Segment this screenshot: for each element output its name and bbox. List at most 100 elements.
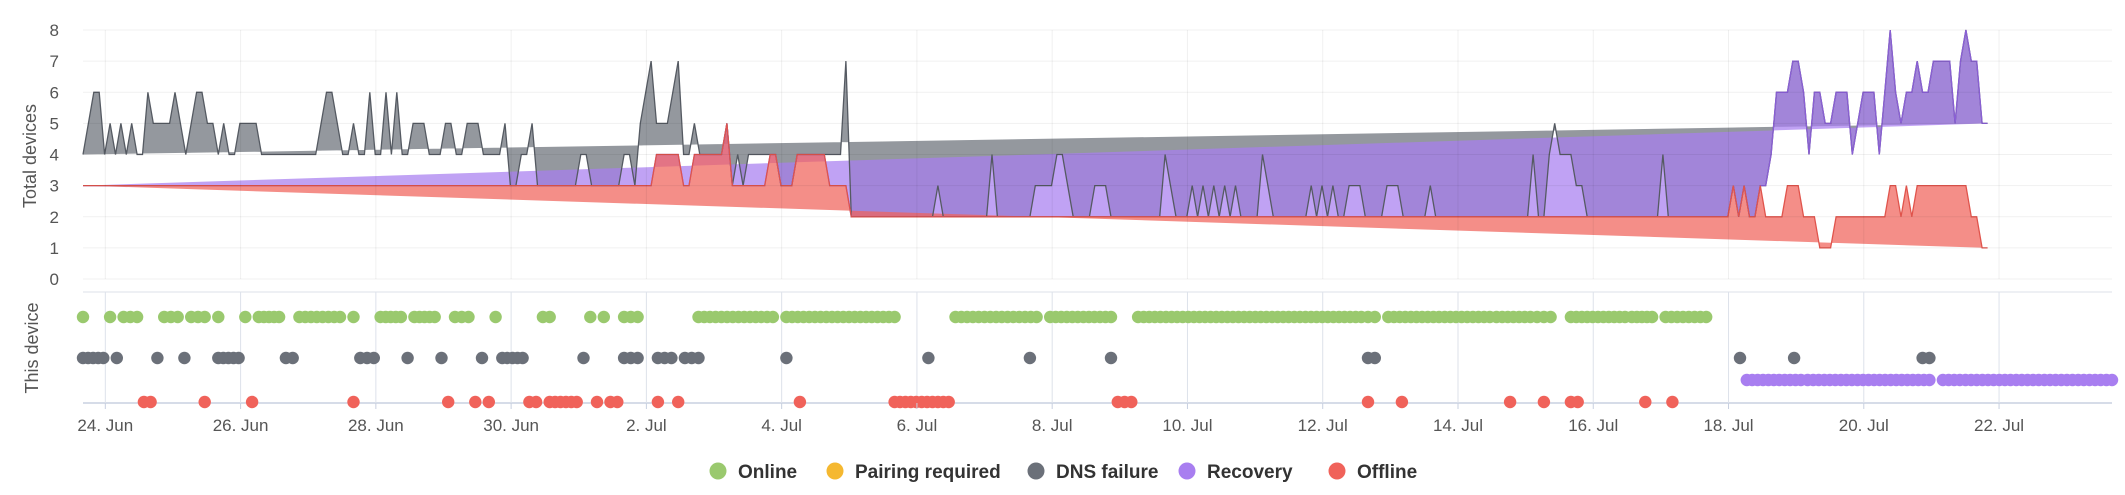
recovery-state-dot (2105, 373, 2119, 387)
x-tick-label: 28. Jun (348, 416, 404, 435)
legend-item-pairing: Pairing required (826, 462, 1001, 483)
y-tick-label: 4 (50, 146, 59, 165)
dns-state-dot (475, 351, 489, 365)
dns-state-dot (151, 351, 164, 365)
dns-state-dot (631, 351, 644, 365)
offline-state-dot (570, 395, 583, 409)
offline-state-dot (672, 395, 685, 409)
online-legend-label: Online (738, 462, 797, 483)
offline-state-dot (651, 395, 665, 409)
offline-state-dot (942, 395, 955, 409)
online-state-dot (1544, 310, 1557, 324)
online-state-dot (103, 310, 117, 324)
y-tick-label: 2 (50, 208, 59, 227)
x-tick-label: 14. Jul (1433, 416, 1483, 435)
offline-state-dot (1571, 395, 1584, 409)
dns-state-dot (1104, 351, 1118, 365)
dns-state-dot (516, 351, 529, 365)
online-state-dot (1700, 310, 1713, 324)
legend-item-offline: Offline (1328, 462, 1417, 483)
x-tick-label: 18. Jul (1703, 416, 1753, 435)
online-state-dot (543, 310, 556, 324)
online-state-dot (130, 310, 144, 324)
online-state-dot (631, 310, 644, 324)
online-state-dot (1645, 310, 1659, 324)
x-tick-label: 30. Jun (483, 416, 539, 435)
online-state-dot (766, 310, 780, 324)
x-axis: 24. Jun 26. Jun 28. Jun 30. Jun 2. Jul 4. Jul… (77, 403, 2024, 435)
online-state-dot (888, 310, 901, 324)
online-legend-marker (709, 462, 727, 480)
bottom-chart-gridlines (83, 291, 2112, 404)
top-chart-areas (82, 29, 2112, 280)
online-state-dot (333, 310, 347, 324)
offline-state-dot (144, 395, 157, 409)
online-state-dot (212, 310, 225, 324)
bottom-chart-y-axis-title: This device (22, 302, 42, 393)
x-tick-label: 20. Jul (1839, 416, 1889, 435)
dns-state-dot (1733, 351, 1747, 365)
x-tick-label: 12. Jul (1298, 416, 1348, 435)
offline-state-dot (469, 395, 482, 409)
x-tick-label: 6. Jul (897, 416, 938, 435)
offline-state-dot (482, 395, 495, 409)
top-chart-y-axis: 0 1 2 3 4 5 6 7 8 (50, 21, 59, 289)
x-tick-label: 16. Jul (1568, 416, 1618, 435)
dns-state-dot (665, 351, 678, 365)
offline-state-dot (1537, 395, 1551, 409)
dns-state-dot (367, 351, 380, 365)
pairing-legend-label: Pairing required (855, 462, 1001, 483)
offline-state-dot (1503, 395, 1517, 409)
legend-item-online: Online (709, 462, 797, 483)
dns-state-dot (232, 351, 245, 365)
dns-state-dot (780, 351, 793, 365)
offline-line (83, 123, 1988, 249)
dns-state-dot (97, 351, 110, 365)
dns-state-dot (286, 351, 299, 365)
legend-item-dns: DNS failure (1027, 462, 1158, 483)
recovery-area (83, 30, 1988, 217)
dns-state-dot (1368, 351, 1382, 365)
x-tick-label: 24. Jun (77, 416, 133, 435)
dns-state-dot (435, 351, 448, 365)
online-state-dot (597, 310, 610, 324)
offline-state-dot (347, 395, 360, 409)
dns-legend-label: DNS failure (1056, 462, 1158, 483)
recovery-state-dot (1923, 373, 1936, 387)
x-tick-label: 2. Jul (626, 416, 667, 435)
online-state-dot (239, 310, 252, 324)
y-tick-label: 5 (50, 114, 59, 133)
dns-state-dot (577, 351, 590, 365)
offline-legend-label: Offline (1357, 462, 1417, 483)
online-state-dot (1030, 310, 1043, 324)
offline-state-dot (198, 395, 211, 409)
offline-legend-marker (1328, 462, 1346, 480)
online-state-dot (428, 310, 441, 324)
y-tick-label: 1 (50, 239, 59, 258)
recovery-legend-marker (1178, 462, 1196, 480)
offline-state-dot (1125, 395, 1138, 409)
recovery-legend-label: Recovery (1207, 462, 1293, 483)
dns-state-dot (110, 351, 124, 365)
dns-state-dot (1787, 351, 1801, 365)
offline-state-dot (245, 395, 259, 409)
online-state-dot (1368, 310, 1382, 324)
dns-state-dot (692, 351, 705, 365)
online-state-dot (1104, 310, 1118, 324)
offline-state-dot (1395, 395, 1409, 409)
dns-legend-marker (1027, 462, 1045, 480)
offline-state-dot (793, 395, 807, 409)
offline-state-dot (442, 395, 455, 409)
online-state-dot (171, 310, 184, 324)
dns-state-dot (178, 351, 191, 365)
online-state-dot (462, 310, 475, 324)
online-state-dot (489, 310, 502, 324)
chart-legend: Online Pairing required DNS failure Recover… (709, 462, 1417, 483)
x-tick-label: 26. Jun (213, 416, 269, 435)
dns-state-dot (401, 351, 414, 365)
offline-state-dot (529, 395, 543, 409)
legend-item-recovery: Recovery (1178, 462, 1293, 483)
dns-state-dot (922, 351, 935, 365)
x-tick-label: 10. Jul (1162, 416, 1212, 435)
